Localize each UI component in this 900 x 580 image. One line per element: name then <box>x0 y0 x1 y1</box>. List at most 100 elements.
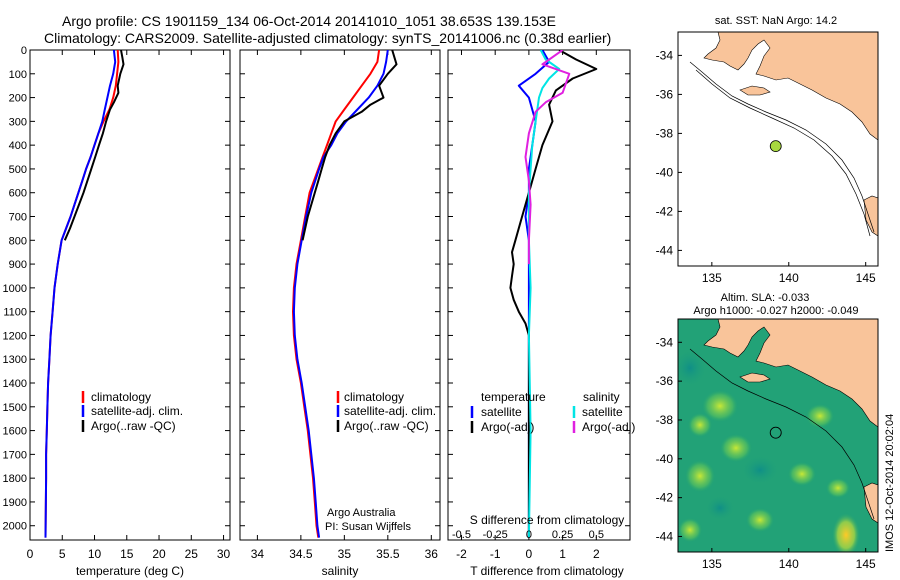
x-tick-label: 30 <box>217 547 231 561</box>
legend-climatology-label: climatology <box>344 390 404 404</box>
s-diff-tick-label: 0 <box>526 529 532 541</box>
temperature-lines <box>44 50 125 538</box>
lat-tick-label: -42 <box>656 204 674 218</box>
sla-blob <box>806 404 834 428</box>
series-line-satellite-adj-clim <box>44 50 117 538</box>
land-mainland <box>678 319 878 428</box>
difference-xlabel: T difference from climatology <box>470 564 624 578</box>
sst-map-title: sat. SST: NaN Argo: 14.2 <box>715 15 837 27</box>
depth-tick-label: 1500 <box>3 402 27 414</box>
x-tick-label: 25 <box>185 547 199 561</box>
depth-tick-label: 1300 <box>3 354 27 366</box>
sla-blob <box>720 434 752 462</box>
land-tasmania <box>863 195 878 237</box>
argo-float-marker <box>769 426 782 439</box>
sla-blob <box>826 478 850 498</box>
s-diff-tick-label: -0.5 <box>452 529 471 541</box>
lon-tick-label: 145 <box>856 557 876 571</box>
altimetry-title-line2: Argo h1000: -0.027 h2000: -0.049 <box>693 305 858 317</box>
difference-ticks: -2 -1 0 1 2 <box>448 49 630 561</box>
depth-tick-label: 1800 <box>3 473 27 485</box>
sla-blob <box>832 513 860 552</box>
x-tick-label: 35 <box>338 547 352 561</box>
series-line-salinity-argo-adj <box>524 50 571 265</box>
temperature-axes-box <box>29 49 231 541</box>
sla-blob <box>788 462 816 486</box>
shelf-contour <box>689 61 875 233</box>
difference-legend: temperature salinity satellite Argo(-adj… <box>470 390 635 434</box>
x-tick-label: 34.5 <box>289 547 313 561</box>
lat-tick-label: -44 <box>656 529 674 543</box>
salinity-xlabel: salinity <box>322 564 359 578</box>
depth-tick-label: 700 <box>9 212 27 224</box>
lon-tick-label: 135 <box>702 557 722 571</box>
s-diff-tick-label: 0.5 <box>589 529 604 541</box>
land-kangaroo-island <box>739 372 771 383</box>
legend-argo-label: Argo(..raw -QC) <box>91 419 176 433</box>
x-tick-label: -2 <box>456 547 467 561</box>
sla-trough <box>678 350 706 386</box>
salinity-ticks: 34 34.5 35 35.5 36 <box>240 49 440 561</box>
legend-title-temperature: temperature <box>481 390 546 404</box>
temperature-xlabel: temperature (deg C) <box>76 564 184 578</box>
credit-line1: Argo Australia <box>327 507 396 519</box>
altimetry-map-panel: Altim. SLA: -0.033 Argo h1000: -0.027 h2… <box>656 292 879 571</box>
legend-t-argo-label: Argo(-adj) <box>481 420 534 434</box>
depth-tick-label: 800 <box>9 235 27 247</box>
depth-tick-label: 200 <box>9 93 27 105</box>
x-tick-label: 0 <box>526 547 533 561</box>
credit-line2: PI: Susan Wijffels <box>325 521 411 533</box>
x-tick-label: 15 <box>120 547 134 561</box>
depth-tick-label: 2000 <box>3 521 27 533</box>
depth-tick-label: 1600 <box>3 426 27 438</box>
depth-tick-label: 1400 <box>3 378 27 390</box>
legend-s-satellite-label: satellite <box>582 405 623 419</box>
depth-tick-label: 600 <box>9 188 27 200</box>
depth-tick-label: 300 <box>9 116 27 128</box>
series-line-argo-raw-qc <box>301 50 398 241</box>
depth-tick-label: 0 <box>21 45 27 57</box>
sla-blob <box>678 518 702 542</box>
legend-satellite-label: satellite-adj. clim. <box>91 404 183 418</box>
x-tick-label: 34 <box>251 547 265 561</box>
lat-tick-label: -34 <box>656 48 674 62</box>
salinity-lines <box>292 50 398 538</box>
legend-climatology-label: climatology <box>91 390 151 404</box>
difference-axes-box <box>447 49 631 541</box>
lat-tick-label: -40 <box>656 165 674 179</box>
depth-tick-label: 1900 <box>3 497 27 509</box>
s-diff-tick-label: -0.25 <box>483 529 508 541</box>
sla-blob <box>746 508 774 532</box>
depth-tick-label: 1200 <box>3 330 27 342</box>
temperature-legend: climatology satellite-adj. clim. Argo(..… <box>81 390 183 433</box>
salinity-legend: climatology satellite-adj. clim. Argo(..… <box>336 390 436 433</box>
temperature-ticks: 0 5 10 15 20 25 300100200300400500600700800900… <box>3 45 231 561</box>
altimetry-map-ticks: 135 140 145 -44 -42 -40 -38 -36 -34 <box>656 335 876 571</box>
lat-tick-label: -38 <box>656 126 674 140</box>
x-tick-label: 36 <box>425 547 439 561</box>
legend-satellite-label: satellite-adj. clim. <box>344 404 436 418</box>
x-tick-label: 5 <box>59 547 66 561</box>
deep-contour <box>695 69 871 237</box>
difference-lines <box>509 50 598 538</box>
header-line2: Climatology: CARS2009. Satellite-adjuste… <box>44 30 611 46</box>
depth-tick-label: 900 <box>9 259 27 271</box>
lat-tick-label: -34 <box>656 335 674 349</box>
temperature-panel: 0 5 10 15 20 25 300100200300400500600700800900… <box>3 45 231 578</box>
depth-tick-label: 400 <box>9 140 27 152</box>
series-line-temperature-argo-adj <box>509 50 598 538</box>
shelf-contour <box>689 348 875 520</box>
altimetry-map-frame <box>677 318 879 553</box>
land-mainland <box>678 32 878 141</box>
sla-blob <box>688 413 712 437</box>
series-line-satellite-adj-clim <box>292 50 389 538</box>
depth-tick-label: 1700 <box>3 449 27 461</box>
land-kangaroo-island <box>739 85 771 96</box>
lon-tick-label: 140 <box>779 557 799 571</box>
legend-title-salinity: salinity <box>583 390 620 404</box>
x-tick-label: 1 <box>559 547 566 561</box>
s-difference-tick-labels: -0.5 -0.25 0 0.25 0.5 <box>452 529 604 541</box>
difference-panel: -2 -1 0 1 2 T difference from climatology S … <box>447 49 635 578</box>
legend-t-satellite-label: satellite <box>481 405 522 419</box>
sla-trough <box>742 456 778 484</box>
